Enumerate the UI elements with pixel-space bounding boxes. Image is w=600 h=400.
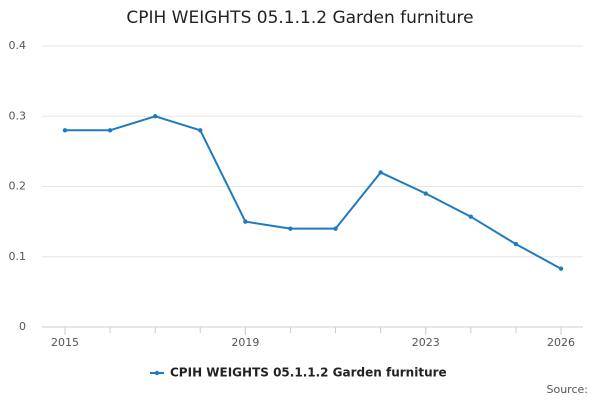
chart-title: CPIH WEIGHTS 05.1.1.2 Garden furniture bbox=[126, 8, 473, 28]
source: Source: bbox=[547, 383, 589, 396]
y-tick-label: 0 bbox=[19, 320, 26, 333]
y-tick-label: 0.2 bbox=[9, 180, 27, 193]
point bbox=[378, 170, 383, 175]
y-tick-label: 0.1 bbox=[9, 250, 27, 263]
x-tick-label: 2026 bbox=[547, 336, 575, 349]
point bbox=[198, 128, 203, 133]
x-tick-label: 2015 bbox=[51, 336, 79, 349]
point bbox=[558, 266, 564, 271]
legend-marker bbox=[154, 370, 160, 376]
y-tick-label: 0.3 bbox=[9, 109, 27, 122]
point bbox=[243, 219, 248, 224]
point bbox=[152, 114, 158, 119]
point bbox=[513, 241, 519, 247]
series-line bbox=[65, 115, 562, 270]
point bbox=[288, 226, 293, 231]
point bbox=[333, 226, 338, 231]
point bbox=[62, 128, 68, 133]
x-tick-label: 2019 bbox=[231, 336, 259, 349]
point bbox=[468, 214, 474, 219]
point bbox=[107, 128, 113, 133]
y-tick-label: 0.4 bbox=[9, 39, 27, 52]
legend-label: CPIH WEIGHTS 05.1.1.2 Garden furniture bbox=[170, 366, 447, 380]
point bbox=[423, 191, 428, 196]
x-tick-label: 2023 bbox=[412, 336, 440, 349]
